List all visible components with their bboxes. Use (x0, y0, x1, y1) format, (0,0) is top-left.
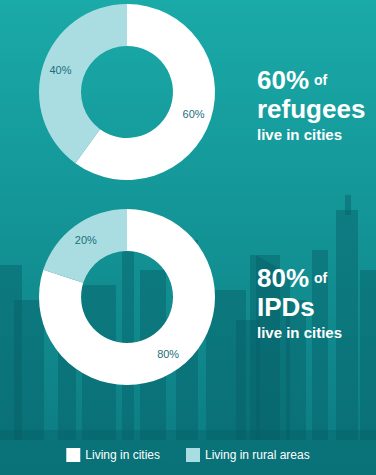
svg-text:60%: 60% (257, 65, 309, 95)
svg-text:IPDs: IPDs (257, 292, 315, 322)
svg-text:live in cities: live in cities (257, 324, 342, 341)
svg-text:60%: 60% (183, 108, 205, 120)
svg-text:live in cities: live in cities (257, 126, 342, 143)
svg-text:of: of (314, 72, 328, 88)
svg-text:40%: 40% (49, 64, 71, 76)
svg-text:20%: 20% (75, 234, 97, 246)
svg-text:80%: 80% (157, 348, 179, 360)
svg-text:Living in rural areas: Living in rural areas (205, 448, 310, 462)
svg-text:refugees: refugees (257, 94, 365, 124)
svg-text:Living in cities: Living in cities (85, 448, 160, 462)
svg-text:of: of (314, 270, 328, 286)
svg-text:80%: 80% (257, 263, 309, 293)
